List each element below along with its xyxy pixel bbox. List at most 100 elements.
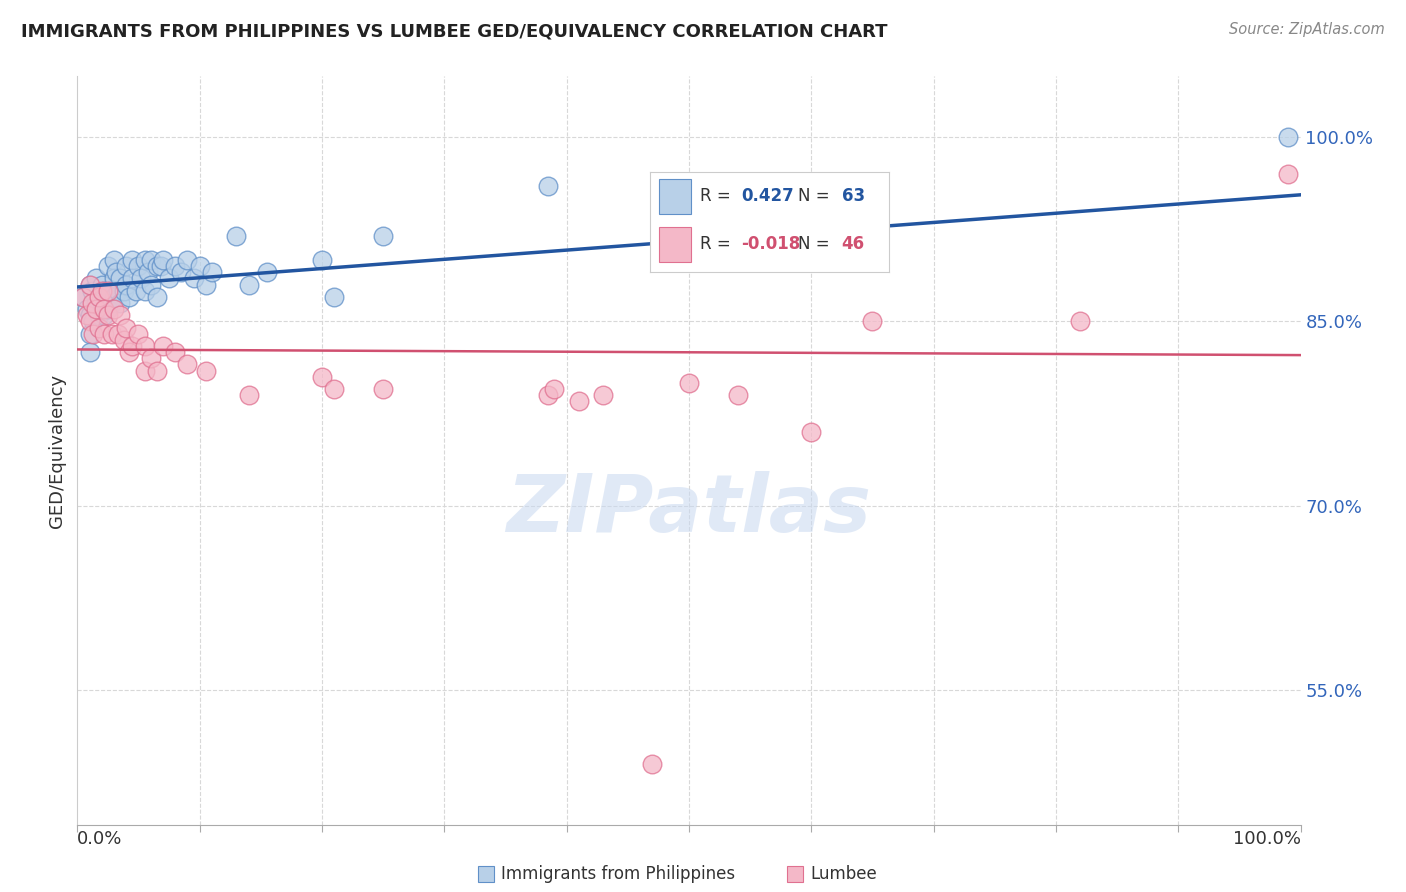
Point xyxy=(641,756,664,771)
Point xyxy=(1277,130,1299,145)
Point xyxy=(152,339,174,353)
Point xyxy=(112,284,135,298)
Point xyxy=(100,326,122,341)
Point xyxy=(97,284,120,298)
Point xyxy=(537,179,560,194)
Text: 46: 46 xyxy=(842,235,865,253)
Point xyxy=(165,345,187,359)
Point xyxy=(139,351,162,366)
Point xyxy=(592,388,614,402)
Point xyxy=(170,265,193,279)
Text: Immigrants from Philippines: Immigrants from Philippines xyxy=(501,865,735,883)
Point xyxy=(97,309,120,323)
Point xyxy=(862,314,884,328)
Point xyxy=(256,265,278,279)
Point xyxy=(115,320,138,334)
Point xyxy=(100,296,122,310)
Point xyxy=(89,290,111,304)
Point xyxy=(1277,167,1299,181)
Point xyxy=(152,253,174,268)
Point xyxy=(105,265,128,279)
Point xyxy=(371,228,394,243)
Text: 0.427: 0.427 xyxy=(741,187,793,205)
Point xyxy=(93,309,115,323)
Point xyxy=(84,296,107,310)
Point xyxy=(121,339,143,353)
Point xyxy=(127,259,149,273)
Point xyxy=(800,425,823,439)
Point xyxy=(89,320,111,334)
Point xyxy=(80,284,103,298)
Point xyxy=(84,302,107,317)
Point xyxy=(112,333,135,347)
Point xyxy=(93,302,115,317)
Point xyxy=(121,253,143,268)
Point xyxy=(118,290,141,304)
Point xyxy=(103,253,125,268)
Text: 63: 63 xyxy=(842,187,865,205)
Point xyxy=(149,259,172,273)
Point xyxy=(129,271,152,285)
Point xyxy=(136,265,159,279)
Point xyxy=(107,284,129,298)
Point xyxy=(568,394,591,409)
Point xyxy=(72,290,94,304)
Point xyxy=(183,271,205,285)
Point xyxy=(146,259,169,273)
Text: R =: R = xyxy=(700,187,737,205)
Text: Lumbee: Lumbee xyxy=(810,865,877,883)
Point xyxy=(139,253,162,268)
Point xyxy=(157,271,180,285)
Point xyxy=(82,326,104,341)
Point xyxy=(201,265,224,279)
Point xyxy=(89,309,111,323)
Point xyxy=(98,284,121,298)
Point xyxy=(82,314,104,328)
Point xyxy=(146,363,169,377)
Text: 0.0%: 0.0% xyxy=(77,830,122,847)
Point xyxy=(79,314,101,328)
Point xyxy=(108,271,131,285)
Text: Source: ZipAtlas.com: Source: ZipAtlas.com xyxy=(1229,22,1385,37)
Point xyxy=(107,326,129,341)
Point xyxy=(678,376,700,390)
Y-axis label: GED/Equivalency: GED/Equivalency xyxy=(48,374,66,527)
Point xyxy=(108,296,131,310)
Text: -0.018: -0.018 xyxy=(741,235,800,253)
Point xyxy=(311,253,333,268)
Point xyxy=(1069,314,1091,328)
Point xyxy=(97,284,120,298)
Text: ZIPatlas: ZIPatlas xyxy=(506,471,872,549)
Point xyxy=(127,326,149,341)
Point xyxy=(76,302,98,317)
Text: IMMIGRANTS FROM PHILIPPINES VS LUMBEE GED/EQUIVALENCY CORRELATION CHART: IMMIGRANTS FROM PHILIPPINES VS LUMBEE GE… xyxy=(21,22,887,40)
Point xyxy=(727,388,749,402)
Point xyxy=(125,284,148,298)
Point xyxy=(121,271,143,285)
Point xyxy=(543,382,565,396)
Point xyxy=(176,358,198,372)
Text: R =: R = xyxy=(700,235,737,253)
Point xyxy=(103,302,125,317)
Point xyxy=(108,309,131,323)
Point xyxy=(72,290,94,304)
Point xyxy=(80,296,103,310)
Point xyxy=(194,363,217,377)
Point xyxy=(134,284,156,298)
Point xyxy=(862,179,884,194)
Point xyxy=(139,277,162,292)
Point xyxy=(103,271,125,285)
Point xyxy=(188,259,211,273)
Point xyxy=(537,388,560,402)
Point xyxy=(79,309,101,323)
Point xyxy=(90,302,112,317)
Point xyxy=(311,369,333,384)
Point xyxy=(93,284,115,298)
Point xyxy=(176,253,198,268)
Point xyxy=(371,382,394,396)
Point xyxy=(165,259,187,273)
Point xyxy=(103,290,125,304)
Point xyxy=(76,309,98,323)
Point xyxy=(79,345,101,359)
Point xyxy=(238,388,260,402)
